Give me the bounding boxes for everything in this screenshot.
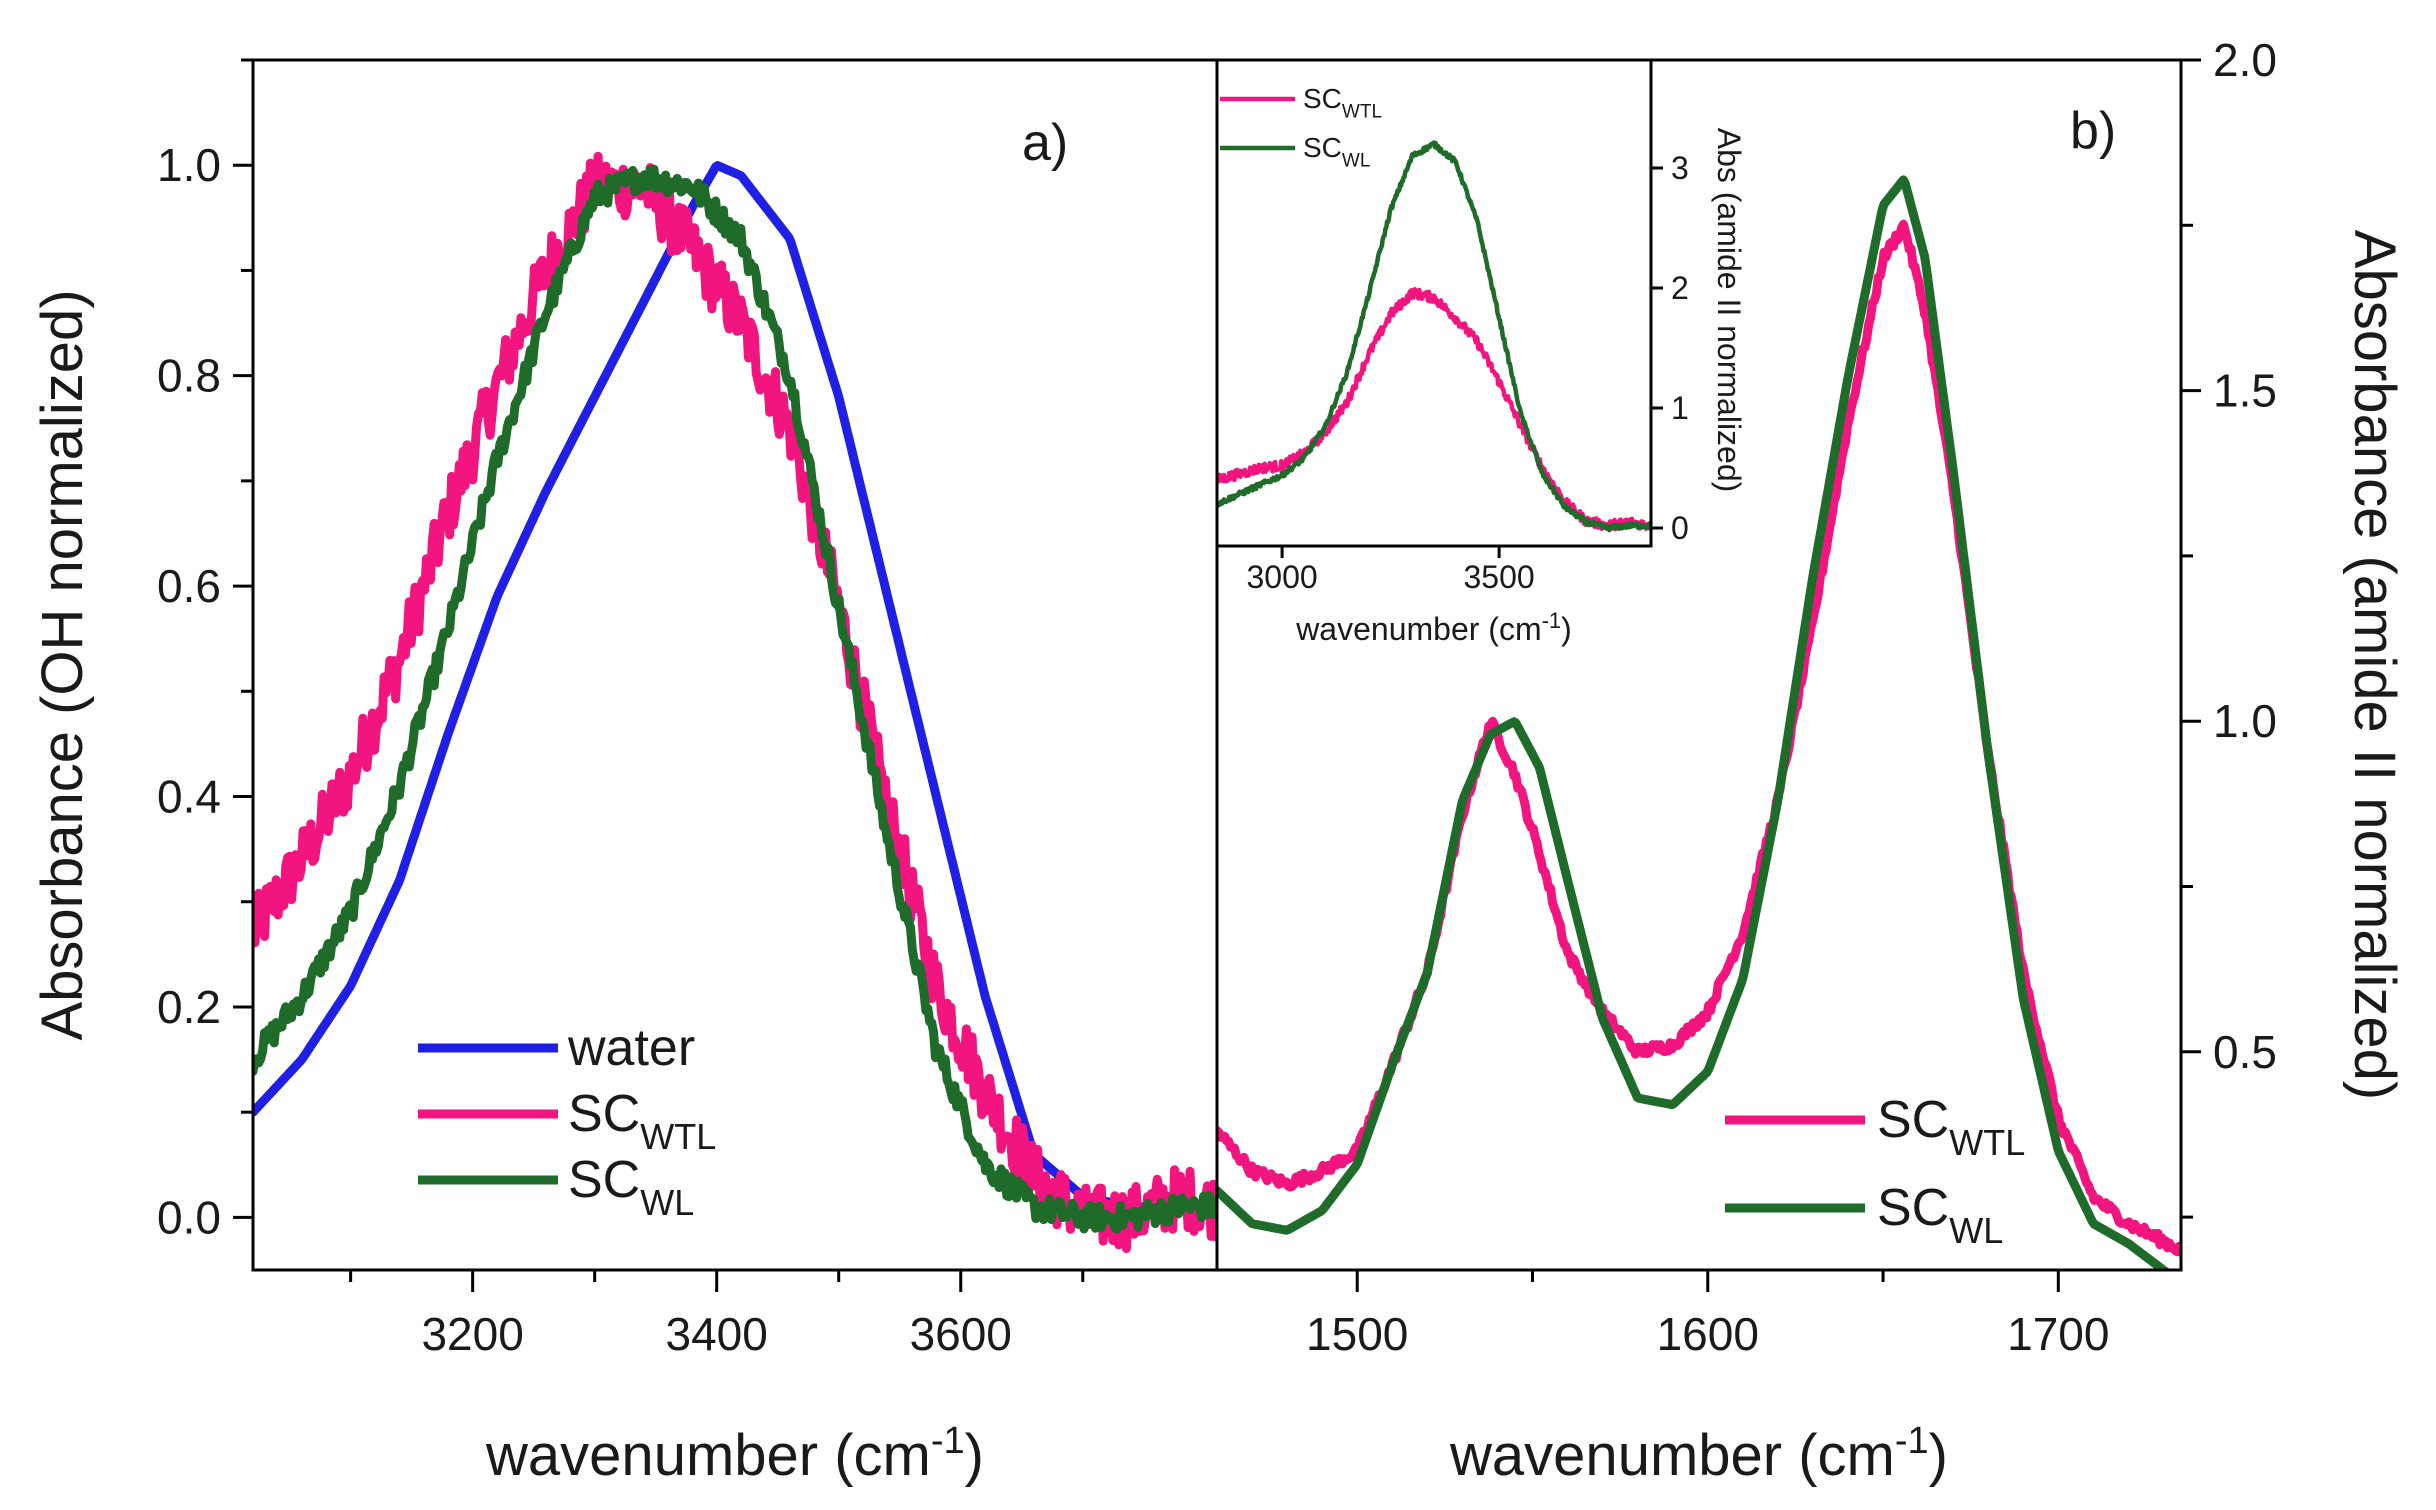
panel-a-xtick-label: 3400 <box>666 1308 768 1360</box>
xlabel-main: wavenumber (cm <box>485 1423 931 1488</box>
panel-a-label: a) <box>1022 114 1068 172</box>
panel-a-ytick-label: 0.4 <box>157 771 221 823</box>
inset-series <box>1217 140 1651 533</box>
inset-ytick-label: 1 <box>1671 390 1689 426</box>
legend-inset-text: SC <box>1303 83 1342 114</box>
xlabel-sup: -1 <box>931 1420 965 1462</box>
panel-a-ylabel: Absorbance (OH normalized) <box>30 289 95 1040</box>
inset-xtick-label: 3500 <box>1464 559 1535 595</box>
legend-b-sub: WTL <box>1949 1122 2025 1163</box>
panel-a-series-water <box>253 161 1217 1212</box>
panel-b-ytick-label: 1.5 <box>2213 365 2277 417</box>
legend-inset-entry-sc_wtl: SCWTL <box>1303 83 1382 123</box>
inset-ytick-label: 0 <box>1671 510 1689 546</box>
legend-inset-sub: WL <box>1342 151 1371 172</box>
inset-frame <box>1215 58 1653 548</box>
panel-a-ytick-label: 0.8 <box>157 350 221 402</box>
legend-inset-text: SC <box>1303 132 1342 163</box>
xlabel-main: wavenumber (cm <box>1449 1423 1895 1488</box>
panel-b-frame <box>1215 58 2183 1272</box>
panel-b-ytick-label: 0.5 <box>2213 1026 2277 1078</box>
panel-1-xlabel: wavenumber (cm-1) <box>1449 1420 1948 1488</box>
panel-a-ytick-label: 0.6 <box>157 560 221 612</box>
inset-xtick-label: 3000 <box>1247 559 1318 595</box>
panel-0-xlabel: wavenumber (cm-1) <box>485 1420 984 1488</box>
legend-a-sub: WTL <box>640 1116 716 1157</box>
legend-a-text: water <box>567 1019 695 1077</box>
panel-a-series <box>253 151 1217 1253</box>
axes-layer <box>233 58 2201 1292</box>
panel-b-xtick-label: 1500 <box>1306 1308 1408 1360</box>
legend-b-sub: WL <box>1949 1210 2003 1251</box>
panel-b-ylabel: Absorbance (amide II normalized) <box>2342 230 2407 1100</box>
legend-inset-entry-sc_wl: SCWL <box>1303 132 1370 172</box>
panel-b-xtick-label: 1700 <box>2007 1308 2109 1360</box>
xlabel-sup: -1 <box>1542 608 1562 633</box>
panel-a-ytick-label: 0.0 <box>157 1191 221 1243</box>
xlabel-close: ) <box>1561 611 1572 647</box>
panel-b-ytick-label: 2.0 <box>2213 34 2277 86</box>
text-layer: 3200 3400 3600 0.0 0.2 0.4 0.6 0.8 1.0 1500 1600 17… <box>30 34 2407 1488</box>
inset-ylabel: Abs (amide II normalized) <box>1711 128 1747 493</box>
xlabel-main: wavenumber (cm <box>1295 611 1541 647</box>
legend-b-text: SC <box>1877 1091 1949 1149</box>
legend-a-text: SC <box>568 1151 640 1209</box>
legend-b-entry-sc_wl: SCWL <box>1877 1179 2003 1251</box>
xlabel-sup: -1 <box>1895 1420 1929 1462</box>
inset-ytick-label: 3 <box>1671 150 1689 186</box>
legend-a-entry-sc_wl: SCWL <box>568 1151 694 1223</box>
legend-b-text: SC <box>1877 1179 1949 1237</box>
panel-a-ytick-label: 0.2 <box>157 981 221 1033</box>
panel-b-label: b) <box>2070 102 2116 160</box>
panel-b-ytick-label: 1.0 <box>2213 695 2277 747</box>
legend-a-entry-sc_wtl: SCWTL <box>568 1085 716 1157</box>
legend-inset-sub: WTL <box>1342 102 1382 123</box>
panel-b-series-sc_wl <box>1217 175 2171 1270</box>
inset-ytick-label: 2 <box>1671 270 1689 306</box>
panel-a-series-sc_wtl <box>253 151 1217 1253</box>
legend-a-entry-water: water <box>567 1019 695 1077</box>
xlabel-close: ) <box>965 1423 984 1488</box>
legend-b-entry-sc_wtl: SCWTL <box>1877 1091 2025 1163</box>
panel-b-xtick-label: 1600 <box>1657 1308 1759 1360</box>
panel-b-series <box>1217 175 2181 1270</box>
panel-a-xtick-label: 3200 <box>421 1308 523 1360</box>
panel-a-ytick-label: 1.0 <box>157 139 221 191</box>
panel-2-xlabel: wavenumber (cm-1) <box>1295 608 1572 647</box>
legend-a-text: SC <box>568 1085 640 1143</box>
legend-a-sub: WL <box>640 1182 694 1223</box>
xlabel-close: ) <box>1929 1423 1948 1488</box>
inset-series-sc_wl <box>1217 140 1651 533</box>
panel-a-xtick-label: 3600 <box>910 1308 1012 1360</box>
panel-a-series-sc_wl <box>253 164 1217 1234</box>
